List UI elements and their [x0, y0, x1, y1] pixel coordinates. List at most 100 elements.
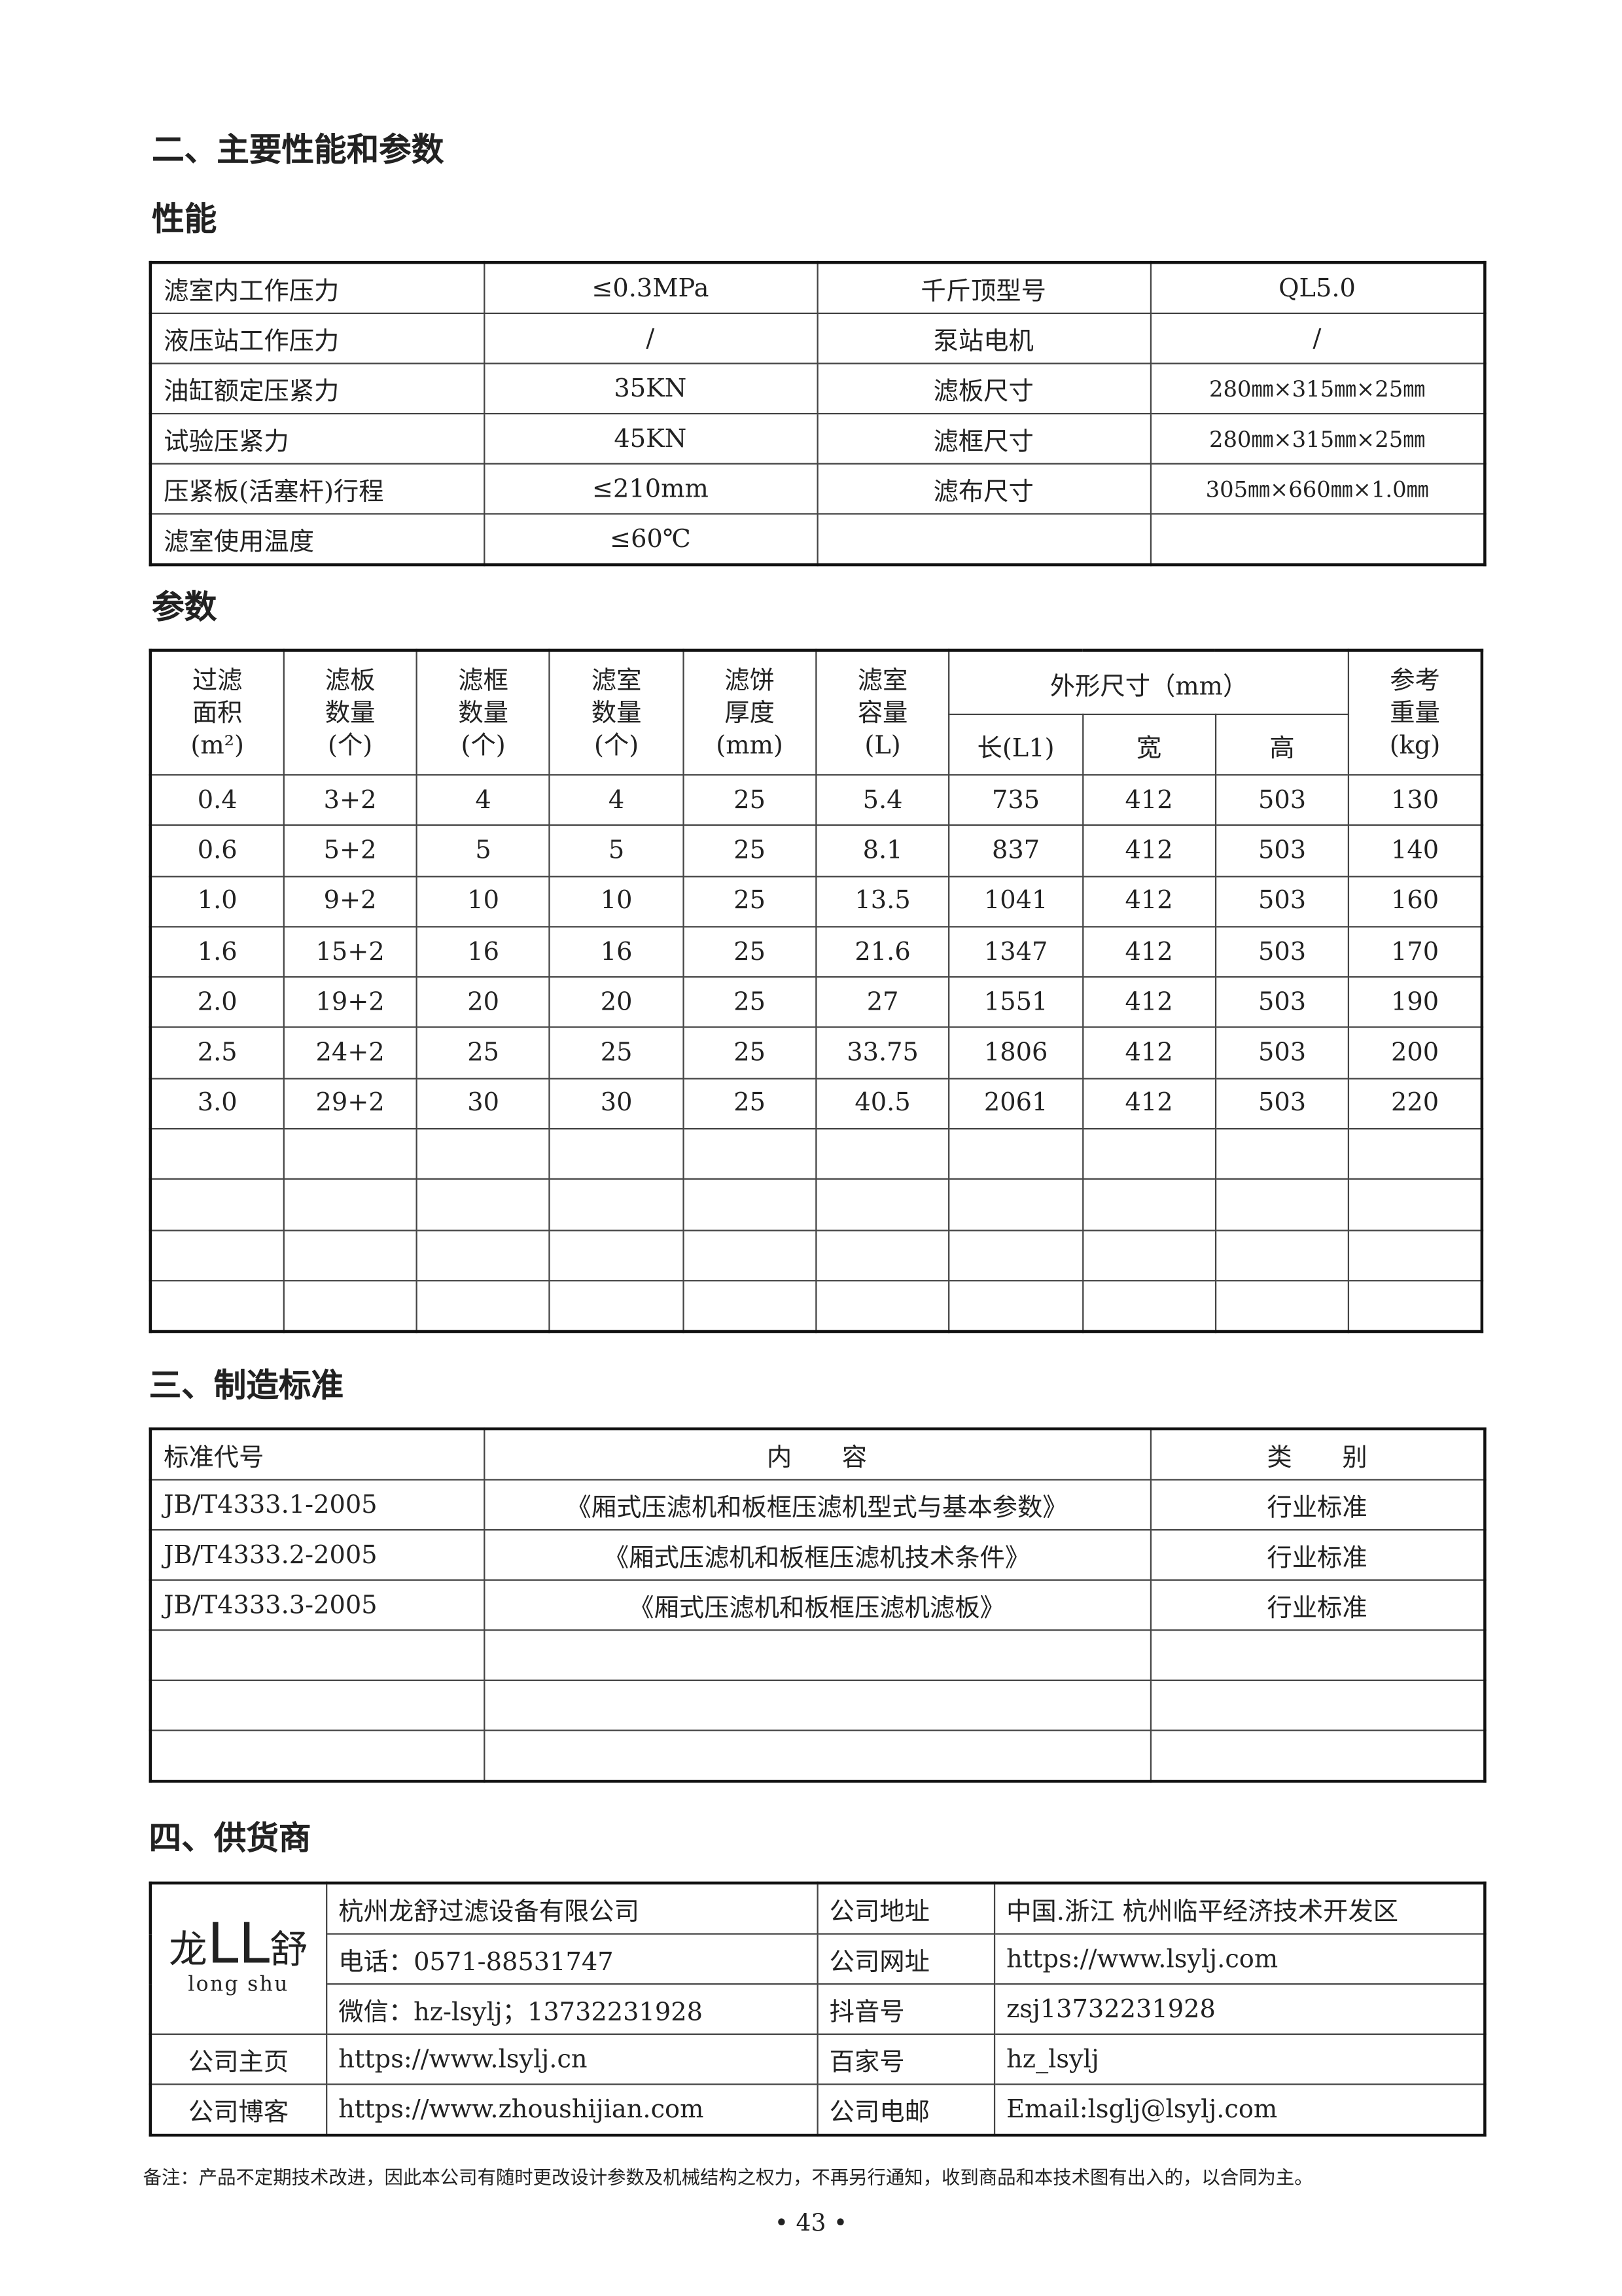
table-cell: 9+2: [283, 875, 417, 928]
table-cell: https://www.zhoushijian.com: [325, 2083, 818, 2136]
table-cell: 837: [948, 824, 1084, 877]
table-cell: https://www.lsylj.com: [993, 1933, 1486, 1985]
table-row: 1.6 15+2 16 16 25 21.6 1347 412 503 170: [149, 926, 1483, 978]
header-cell: 内 容: [483, 1428, 1151, 1481]
table-cell: 公司博客: [149, 2083, 327, 2136]
table-cell: 412: [1082, 976, 1216, 1029]
table-cell: [948, 1178, 1084, 1231]
supplier-table: 龙ᒪᒪ舒 long shu 杭州龙舒过滤设备有限公司 公司地址 中国.浙江 杭州临平经济…: [149, 1881, 1487, 2137]
table-cell: 200: [1348, 1027, 1483, 1080]
table-cell: [549, 1128, 684, 1180]
table-cell: 19+2: [283, 976, 417, 1029]
table-cell: 13.5: [815, 875, 950, 928]
table-cell: [149, 1679, 485, 1731]
table-row: [149, 1280, 1483, 1333]
table-cell: [1149, 1729, 1486, 1782]
table-cell: 503: [1214, 1077, 1350, 1130]
table-cell: 10: [549, 875, 684, 928]
table-row: 滤室内工作压力 ≤0.3MPa 千斤顶型号 QL5.0: [149, 262, 1486, 315]
table-cell: 25: [682, 824, 817, 877]
table-cell: [1348, 1178, 1483, 1231]
standards-header-row: 标准代号内 容类 别: [149, 1428, 1486, 1481]
table-row: 压紧板(活塞杆)行程 ≤210mm 滤布尺寸 305㎜×660㎜×1.0㎜: [149, 463, 1486, 515]
table-cell: [682, 1280, 817, 1333]
table-cell: [415, 1229, 551, 1282]
table-cell: [549, 1280, 684, 1333]
table-row: 2.5 24+2 25 25 25 33.75 1806 412 503 200: [149, 1027, 1483, 1080]
section-heading-3: 三、制造标准: [149, 1367, 344, 1405]
header-cell: 标准代号: [149, 1428, 485, 1481]
table-cell: 24+2: [283, 1027, 417, 1080]
table-cell: [415, 1178, 551, 1231]
params-header-row: 过滤 面积 (m²) 滤板 数量 (个) 滤框 数量 (个) 滤室 数量 (个) 滤饼 厚度 (mm…: [149, 649, 1483, 776]
table-cell: [1082, 1229, 1216, 1282]
table-row: 微信：hz-lsylj；13732231928 抖音号 zsj13732231928: [150, 1983, 1486, 2035]
table-cell: [815, 1229, 950, 1282]
table-cell: 412: [1082, 926, 1216, 978]
table-row: 0.6 5+2 5 5 25 8.1 837 412 503 140: [149, 824, 1483, 877]
table-cell: 27: [815, 976, 950, 1029]
table-row: JB/T4333.2-2005 《厢式压滤机和板框压滤机技术条件》 行业标准: [149, 1528, 1486, 1581]
table-cell: [1082, 1178, 1216, 1231]
logo-pinyin: long shu: [188, 1973, 289, 1997]
table-cell: 滤室内工作压力: [149, 262, 485, 315]
table-cell: 40.5: [815, 1077, 950, 1130]
table-cell: [283, 1178, 417, 1231]
table-cell: 20: [549, 976, 684, 1029]
table-cell: 5: [415, 824, 551, 877]
table-cell: 412: [1082, 824, 1216, 877]
table-cell: 503: [1214, 976, 1350, 1029]
table-cell: 10: [415, 875, 551, 928]
table-cell: 公司主页: [149, 2033, 327, 2085]
table-cell: [682, 1178, 817, 1231]
params-table: 过滤 面积 (m²) 滤板 数量 (个) 滤框 数量 (个) 滤室 数量 (个) 滤饼 厚度 (mm…: [149, 648, 1484, 1333]
table-row: 电话：0571-88531747 公司网址 https://www.lsylj.co…: [150, 1933, 1486, 1985]
table-row: 公司主页 https://www.lsylj.cn 百家号 hz_lsylj: [149, 2033, 1486, 2085]
standards-table: 标准代号内 容类 别 JB/T4333.1-2005 《厢式压滤机和板框压滤机型式与…: [149, 1427, 1487, 1783]
table-row: 1.0 9+2 10 10 25 13.5 1041 412 503 160: [149, 875, 1483, 928]
table-row: 滤室使用温度 ≤60℃: [149, 513, 1486, 566]
table-cell: [149, 1280, 285, 1333]
table-cell: 滤框尺寸: [816, 413, 1151, 465]
table-cell: 公司地址: [816, 1882, 995, 1935]
table-cell: 130: [1348, 774, 1483, 826]
table-row: 龙ᒪᒪ舒 long shu 杭州龙舒过滤设备有限公司 公司地址 中国.浙江 杭州临平经济…: [149, 1882, 1486, 2035]
table-cell: 杭州龙舒过滤设备有限公司: [325, 1882, 818, 1935]
table-cell: [483, 1729, 1151, 1782]
table-cell: 5+2: [283, 824, 417, 877]
table-cell: 0.6: [149, 824, 285, 877]
table-cell: 25: [415, 1027, 551, 1080]
table-cell: 190: [1348, 976, 1483, 1029]
table-cell: [149, 1128, 285, 1180]
table-cell: 5.4: [815, 774, 950, 826]
header-plates: 滤板 数量 (个): [283, 649, 417, 776]
table-cell: zsj13732231928: [993, 1983, 1486, 2035]
table-cell: 泵站电机: [816, 312, 1151, 364]
header-height: 高: [1214, 713, 1350, 776]
table-cell: 2061: [948, 1077, 1084, 1130]
table-cell: /: [1149, 312, 1486, 364]
performance-table: 滤室内工作压力 ≤0.3MPa 千斤顶型号 QL5.0 液压站工作压力 / 泵站电机 / 油缸额…: [149, 260, 1487, 567]
table-cell: 《厢式压滤机和板框压滤机滤板》: [483, 1579, 1151, 1631]
table-cell: 735: [948, 774, 1084, 826]
table-cell: [948, 1229, 1084, 1282]
table-cell: [1214, 1229, 1350, 1282]
table-cell: [415, 1280, 551, 1333]
table-cell: 3.0: [149, 1077, 285, 1130]
table-cell: [815, 1128, 950, 1180]
table-row: [149, 1629, 1486, 1682]
table-cell: [682, 1128, 817, 1180]
table-cell: 微信：hz-lsylj；13732231928: [325, 1983, 818, 2035]
table-cell: 305㎜×660㎜×1.0㎜: [1149, 463, 1486, 515]
table-cell: 412: [1082, 875, 1216, 928]
table-cell: JB/T4333.3-2005: [149, 1579, 485, 1631]
table-cell: 滤室使用温度: [149, 513, 485, 566]
table-cell: 电话：0571-88531747: [325, 1933, 818, 1985]
header-width: 宽: [1082, 713, 1216, 776]
table-cell: 35KN: [483, 362, 818, 415]
header-chambers: 滤室 数量 (个): [549, 649, 684, 776]
table-cell: [1348, 1229, 1483, 1282]
table-row: 3.0 29+2 30 30 25 40.5 2061 412 503 220: [149, 1077, 1483, 1130]
table-row: 油缸额定压紧力 35KN 滤板尺寸 280㎜×315㎜×25㎜: [149, 362, 1486, 415]
table-row: JB/T4333.3-2005 《厢式压滤机和板框压滤机滤板》 行业标准: [149, 1579, 1486, 1631]
